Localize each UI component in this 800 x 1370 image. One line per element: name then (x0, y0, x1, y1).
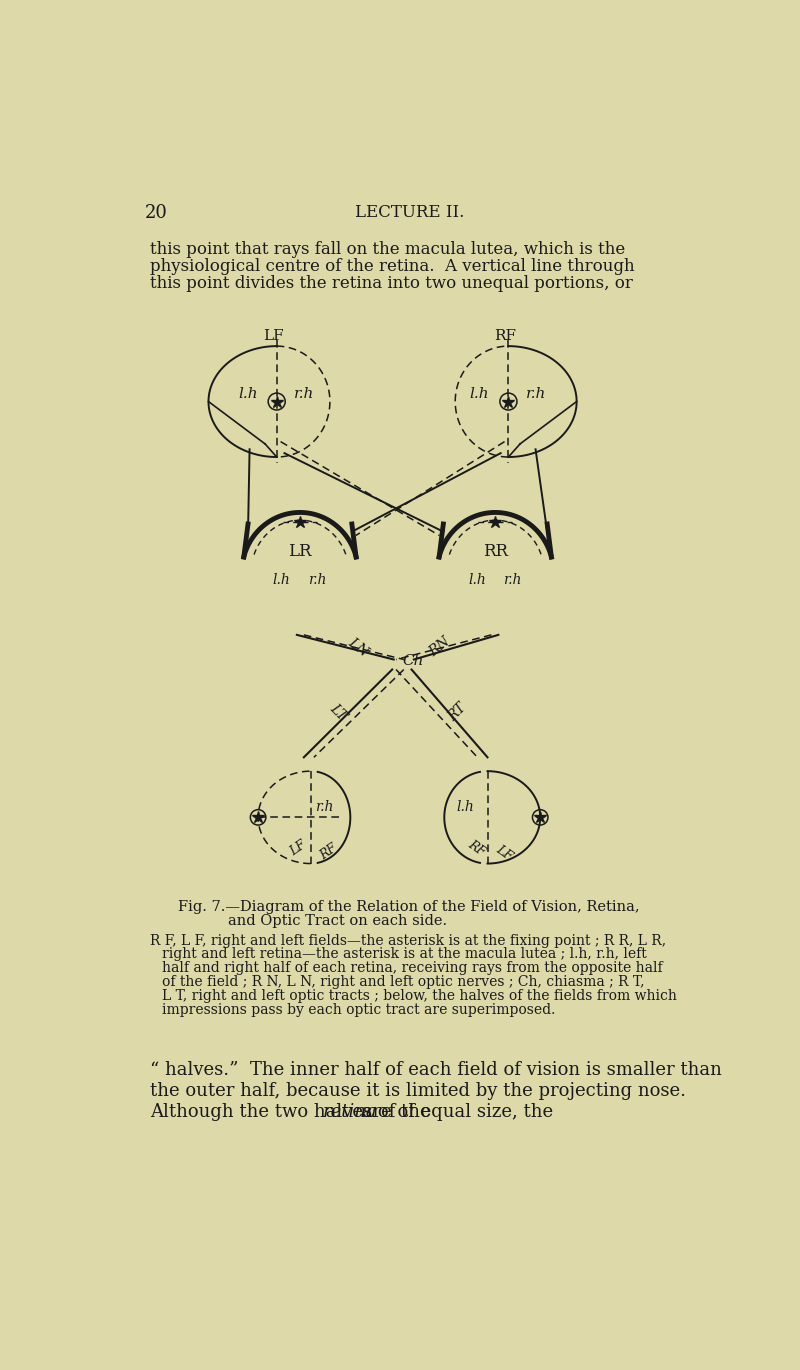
Text: right and left retina—the asterisk is at the macula lutea ; l.h, r.h, left: right and left retina—the asterisk is at… (162, 948, 646, 962)
Text: Fig. 7.—Diagram of the Relation of the Field of Vision, Retina,: Fig. 7.—Diagram of the Relation of the F… (178, 900, 639, 914)
Text: r.h: r.h (314, 800, 333, 814)
Text: RN: RN (426, 634, 453, 660)
Text: RF: RF (466, 838, 488, 859)
Text: l.h: l.h (468, 573, 486, 588)
Text: 20: 20 (145, 204, 168, 222)
Text: of the field ; R N, L N, right and left optic nerves ; Ch, chiasma ; R T,: of the field ; R N, L N, right and left … (162, 975, 645, 989)
Text: “ halves.”  The inner half of each field of vision is smaller than: “ halves.” The inner half of each field … (150, 1062, 722, 1080)
Text: and Optic Tract on each side.: and Optic Tract on each side. (228, 914, 447, 929)
Text: l.h: l.h (238, 388, 258, 401)
Text: LF: LF (263, 329, 284, 342)
Text: RT: RT (446, 700, 469, 725)
Text: the outer half, because it is limited by the projecting nose.: the outer half, because it is limited by… (150, 1082, 686, 1100)
Text: retina: retina (323, 1103, 378, 1121)
Text: impressions pass by each optic tract are superimposed.: impressions pass by each optic tract are… (162, 1003, 555, 1017)
Text: LECTURE II.: LECTURE II. (355, 204, 465, 222)
Text: half and right half of each retina, receiving rays from the opposite half: half and right half of each retina, rece… (162, 962, 662, 975)
Text: L T, right and left optic tracts ; below, the halves of the fields from which: L T, right and left optic tracts ; below… (162, 989, 677, 1003)
Text: LF: LF (494, 843, 515, 863)
Text: Although the two halves of the: Although the two halves of the (150, 1103, 437, 1121)
Text: r.h: r.h (526, 388, 546, 401)
Text: this point divides the retina into two unequal portions, or: this point divides the retina into two u… (150, 275, 634, 292)
Text: LR: LR (288, 544, 312, 560)
Text: r.h: r.h (503, 573, 522, 588)
Text: l.h: l.h (470, 388, 490, 401)
Text: Ch: Ch (402, 653, 424, 669)
Text: LN: LN (345, 636, 370, 659)
Text: LT: LT (327, 701, 350, 723)
Text: are of equal size, the: are of equal size, the (356, 1103, 554, 1121)
Text: l.h: l.h (273, 573, 290, 588)
Text: RR: RR (482, 544, 508, 560)
Text: l.h: l.h (457, 800, 474, 814)
Text: this point that rays fall on the macula lutea, which is the: this point that rays fall on the macula … (150, 241, 626, 259)
Text: r.h: r.h (294, 388, 314, 401)
Text: r.h: r.h (308, 573, 326, 588)
Text: RF: RF (494, 329, 516, 342)
Text: R F, L F, right and left fields—the asterisk is at the fixing point ; R R, L R,: R F, L F, right and left fields—the aste… (150, 933, 666, 948)
Text: LF: LF (287, 838, 309, 859)
Text: physiological centre of the retina.  A vertical line through: physiological centre of the retina. A ve… (150, 259, 635, 275)
Text: RF: RF (317, 841, 339, 863)
